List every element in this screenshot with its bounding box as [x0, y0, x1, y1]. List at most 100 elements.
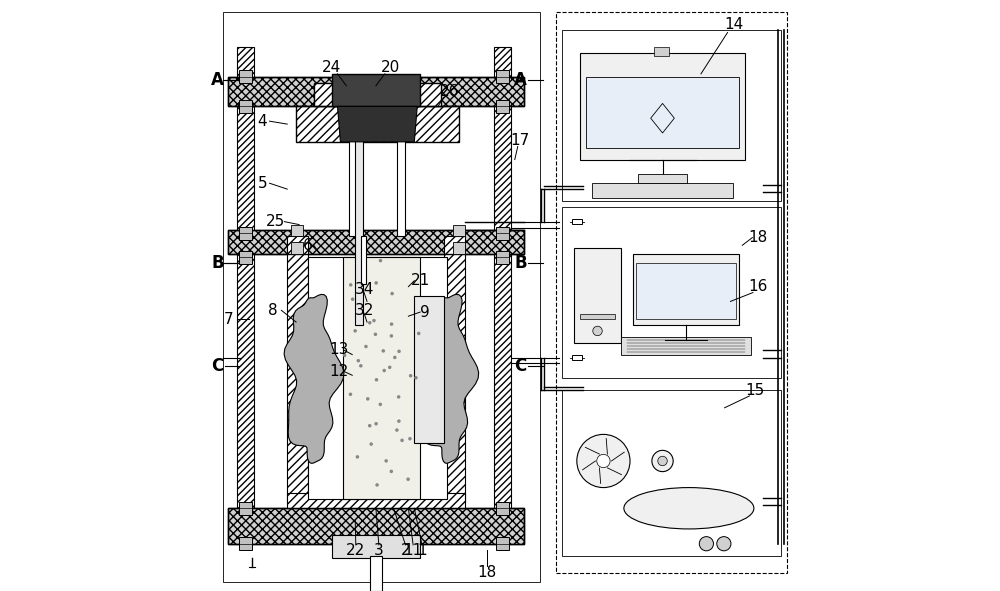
Bar	[496, 251, 509, 264]
Circle shape	[390, 470, 393, 473]
Circle shape	[699, 537, 713, 551]
Text: 12: 12	[330, 363, 349, 379]
Bar	[414, 296, 444, 443]
Bar	[562, 390, 781, 556]
Text: A: A	[514, 71, 527, 89]
Circle shape	[359, 364, 363, 368]
Bar	[228, 230, 524, 254]
Circle shape	[364, 345, 368, 348]
Circle shape	[395, 428, 399, 432]
Bar	[397, 106, 405, 236]
Text: 11: 11	[403, 543, 423, 558]
Text: 1: 1	[417, 543, 427, 558]
Text: 5: 5	[258, 176, 267, 191]
Polygon shape	[337, 106, 417, 142]
Text: B: B	[514, 254, 527, 272]
Circle shape	[408, 437, 412, 440]
Circle shape	[374, 333, 377, 336]
Circle shape	[393, 356, 397, 359]
Bar	[349, 106, 358, 236]
Bar	[296, 106, 459, 142]
Bar	[592, 183, 733, 198]
Bar	[496, 70, 509, 83]
Circle shape	[400, 439, 404, 442]
Circle shape	[375, 483, 379, 487]
Circle shape	[368, 424, 371, 427]
Circle shape	[409, 374, 412, 378]
Bar	[444, 236, 465, 502]
Text: A: A	[211, 71, 224, 89]
Bar	[580, 314, 615, 319]
Bar	[343, 257, 420, 499]
Circle shape	[397, 395, 400, 399]
FancyBboxPatch shape	[556, 12, 787, 573]
Bar	[223, 12, 540, 582]
Bar	[308, 257, 447, 499]
Circle shape	[379, 259, 382, 262]
Circle shape	[382, 369, 386, 372]
Bar	[239, 502, 252, 515]
Bar	[586, 77, 739, 148]
Polygon shape	[284, 294, 344, 463]
Bar	[239, 70, 252, 83]
Text: 24: 24	[322, 60, 341, 76]
Bar	[654, 47, 669, 56]
Circle shape	[577, 434, 630, 488]
Bar	[638, 174, 687, 183]
Bar	[621, 337, 751, 355]
Bar	[332, 535, 420, 558]
Text: 14: 14	[724, 17, 743, 33]
Polygon shape	[419, 294, 479, 463]
Text: 6: 6	[303, 238, 313, 253]
Bar	[633, 254, 739, 325]
Bar	[228, 230, 524, 254]
Text: 9: 9	[420, 304, 430, 320]
Text: C: C	[515, 358, 527, 375]
Circle shape	[353, 329, 357, 333]
Bar	[453, 225, 465, 236]
Bar	[572, 355, 582, 360]
Text: 7: 7	[223, 311, 233, 327]
Bar	[562, 207, 781, 378]
Text: C: C	[211, 358, 224, 375]
Circle shape	[349, 392, 352, 396]
Bar	[355, 118, 363, 325]
Circle shape	[379, 402, 382, 406]
Circle shape	[414, 376, 418, 379]
Text: 20: 20	[381, 60, 400, 76]
Text: B: B	[211, 254, 224, 272]
Bar	[332, 74, 420, 106]
Bar	[239, 537, 252, 550]
Text: 3: 3	[374, 543, 384, 558]
Bar	[228, 508, 524, 544]
Bar	[237, 47, 254, 544]
Text: 8: 8	[268, 303, 277, 318]
Circle shape	[406, 478, 410, 481]
Text: 18: 18	[477, 564, 497, 580]
Text: 4: 4	[258, 113, 267, 129]
Circle shape	[417, 332, 421, 335]
Bar	[287, 493, 465, 508]
Circle shape	[397, 420, 401, 423]
Bar	[239, 227, 252, 240]
Bar	[574, 248, 621, 343]
Text: 22: 22	[346, 543, 365, 558]
Circle shape	[397, 349, 401, 353]
Circle shape	[597, 454, 610, 467]
Bar	[496, 100, 509, 113]
Bar	[636, 263, 736, 319]
Bar	[494, 47, 511, 544]
Bar	[580, 53, 745, 160]
Bar	[239, 100, 252, 113]
Text: 32: 32	[354, 303, 374, 318]
Circle shape	[390, 292, 394, 296]
Text: 34: 34	[354, 282, 374, 297]
Bar	[496, 502, 509, 515]
Text: 21: 21	[411, 273, 430, 288]
Circle shape	[388, 366, 391, 369]
Bar	[228, 508, 524, 544]
Circle shape	[349, 283, 353, 287]
Text: 16: 16	[749, 279, 768, 294]
Circle shape	[374, 422, 378, 426]
Circle shape	[658, 456, 667, 466]
